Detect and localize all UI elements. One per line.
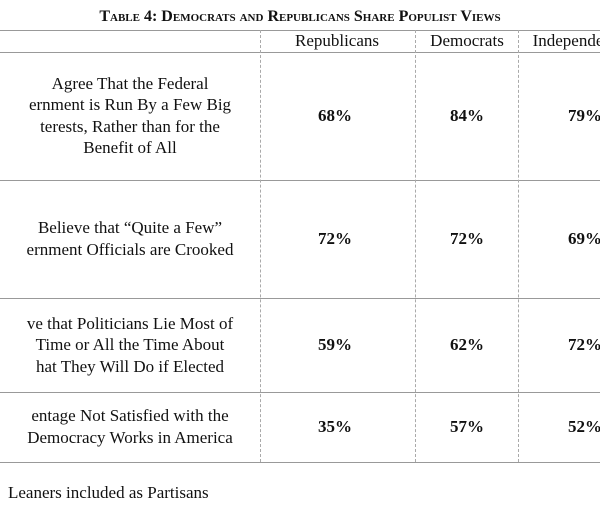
column-header: Republicans (294, 31, 380, 50)
cell-value: 72% (450, 229, 484, 248)
row-label: hat They Will Do if Elected (36, 356, 224, 376)
cell-value: 57% (450, 417, 484, 436)
row-label: ernment Officials are Crooked (26, 239, 234, 259)
cell-value: 72% (318, 229, 352, 248)
column-divider (260, 30, 261, 462)
cell-value: 52% (568, 417, 600, 436)
cell-value: 69% (568, 229, 600, 248)
cell-value: 35% (318, 417, 352, 436)
row-label: entage Not Satisfied with the (31, 406, 229, 426)
column-divider (518, 30, 519, 462)
row-label: Democracy Works in America (27, 427, 233, 447)
row-label: ve that Politicians Lie Most of (26, 313, 234, 333)
rule (0, 298, 600, 299)
rule (0, 52, 600, 53)
row-label: terests, Rather than for the (40, 116, 220, 136)
cell-value: 84% (450, 106, 484, 125)
column-header: Democrats (430, 31, 504, 50)
cell-value: 79% (568, 106, 600, 125)
row-label: ernment is Run By a Few Big (28, 95, 232, 115)
rule (0, 30, 600, 31)
row-label: Agree That the Federal (51, 73, 209, 93)
row-label: Believe that “Quite a Few” (37, 218, 223, 238)
rule (0, 392, 600, 393)
footnote: Leaners included as Partisans (8, 483, 209, 502)
column-header: Independe (532, 31, 600, 50)
column-divider (415, 30, 416, 462)
row-label: Benefit of All (83, 138, 177, 158)
cell-value: 62% (450, 335, 484, 354)
cell-value: 72% (568, 335, 600, 354)
cell-value: 68% (318, 106, 352, 125)
cell-value: 59% (318, 335, 352, 354)
row-label: Time or All the Time About (35, 335, 225, 354)
table-title: Table 4: Democrats and Republicans Share… (99, 8, 501, 25)
rule (0, 180, 600, 181)
rule (0, 462, 600, 463)
